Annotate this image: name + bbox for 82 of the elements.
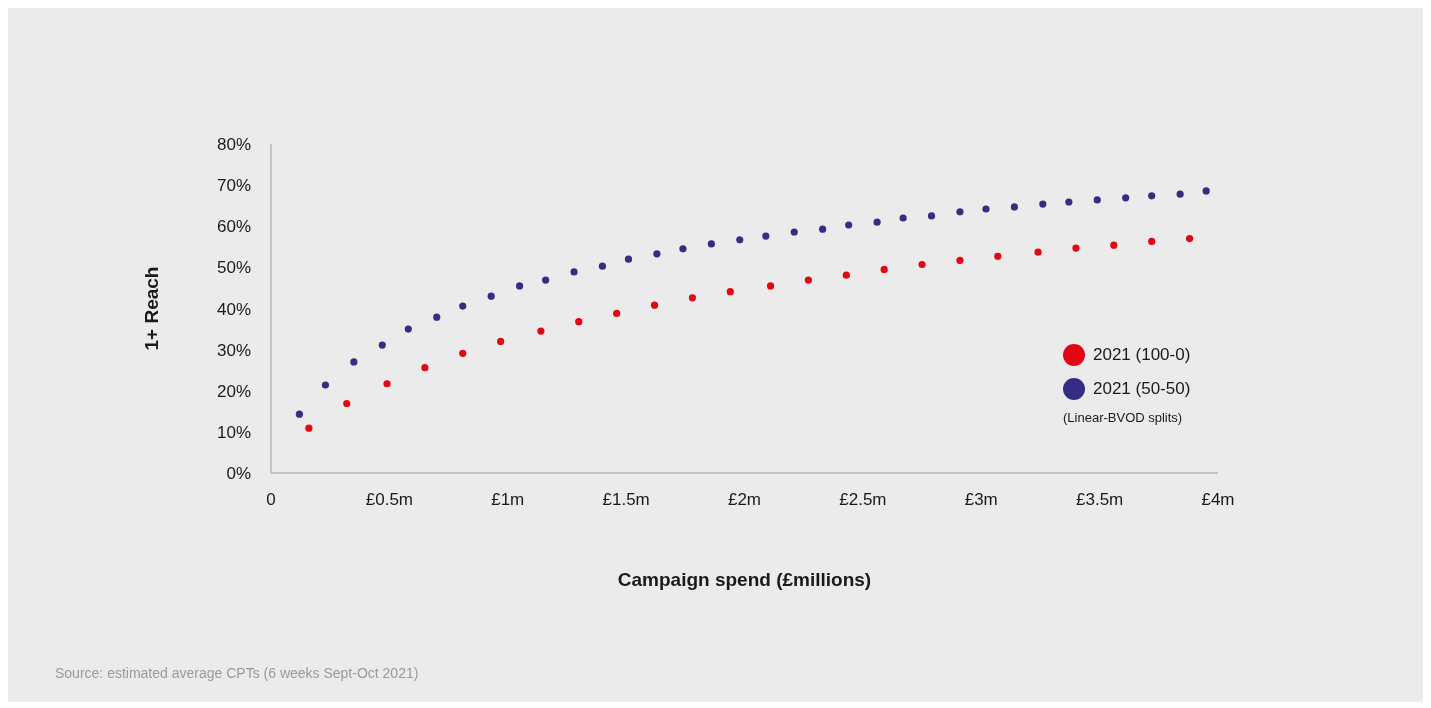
point bbox=[575, 318, 583, 326]
x-tick-label: £0.5m bbox=[365, 490, 413, 510]
point bbox=[1148, 237, 1156, 246]
x-tick-label: £3m bbox=[964, 490, 998, 510]
point bbox=[650, 301, 659, 309]
x-tick-label: £1.5m bbox=[602, 490, 650, 510]
point bbox=[1148, 192, 1156, 200]
point bbox=[404, 325, 412, 333]
y-tick-label: 50% bbox=[216, 258, 251, 278]
point bbox=[1010, 203, 1018, 211]
point bbox=[487, 292, 495, 300]
point bbox=[679, 245, 687, 253]
legend-label: 2021 (100-0) bbox=[1093, 345, 1191, 365]
point bbox=[1185, 234, 1194, 243]
point bbox=[766, 282, 775, 290]
point bbox=[982, 205, 990, 213]
point bbox=[624, 255, 633, 263]
x-tick-label: £2.5m bbox=[839, 490, 887, 510]
point bbox=[726, 288, 734, 296]
x-tick-label: £1m bbox=[491, 490, 525, 510]
point bbox=[1122, 194, 1130, 202]
y-tick-label: 30% bbox=[216, 340, 251, 360]
point bbox=[350, 358, 358, 366]
point bbox=[819, 225, 827, 233]
x-tick-label: £4m bbox=[1201, 490, 1235, 510]
point bbox=[613, 309, 621, 318]
point bbox=[880, 265, 888, 274]
legend-title: (Linear-BVOD splits) bbox=[1063, 410, 1184, 425]
point bbox=[1065, 198, 1073, 206]
y-tick-label: 60% bbox=[216, 217, 251, 237]
point bbox=[842, 271, 850, 279]
point bbox=[918, 260, 926, 269]
point bbox=[378, 341, 386, 349]
point bbox=[433, 313, 441, 321]
point bbox=[956, 208, 964, 216]
point bbox=[542, 276, 550, 284]
point bbox=[736, 236, 744, 244]
y-tick-label: 40% bbox=[216, 299, 251, 319]
point bbox=[383, 380, 391, 388]
point bbox=[598, 262, 607, 270]
point bbox=[459, 349, 467, 357]
point bbox=[707, 240, 715, 248]
y-tick-label: 80% bbox=[216, 135, 251, 155]
y-tick-label: 10% bbox=[216, 422, 251, 442]
point bbox=[762, 232, 770, 240]
point bbox=[321, 381, 330, 389]
point bbox=[459, 302, 467, 310]
point bbox=[515, 282, 524, 290]
y-tick-label: 0% bbox=[226, 464, 251, 484]
y-tick-label: 20% bbox=[216, 381, 251, 401]
x-tick-label: £3.5m bbox=[1076, 490, 1124, 510]
point bbox=[343, 399, 351, 408]
point bbox=[1034, 248, 1042, 256]
point bbox=[1176, 190, 1184, 198]
legend-label: 2021 (50-50) bbox=[1093, 379, 1191, 399]
point bbox=[899, 214, 907, 222]
point bbox=[1039, 200, 1047, 208]
point bbox=[804, 276, 813, 284]
point bbox=[688, 294, 697, 302]
point bbox=[1202, 187, 1210, 195]
point bbox=[873, 218, 881, 226]
x-tick-label: 0 bbox=[266, 490, 276, 510]
point bbox=[537, 327, 545, 335]
y-axis-title: 1+ Reach bbox=[140, 266, 162, 351]
y-tick-label: 70% bbox=[216, 176, 251, 196]
point bbox=[653, 250, 661, 258]
point bbox=[1072, 244, 1080, 252]
point bbox=[295, 410, 304, 418]
point bbox=[845, 221, 853, 229]
point bbox=[1093, 196, 1101, 204]
point bbox=[570, 268, 578, 276]
point bbox=[1110, 241, 1118, 249]
point bbox=[927, 212, 936, 220]
point bbox=[956, 256, 964, 264]
source-note: Source: estimated average CPTs (6 weeks Sept-Oct 2021) bbox=[55, 665, 419, 681]
x-tick-label: £2m bbox=[727, 490, 762, 510]
point bbox=[497, 337, 505, 345]
point bbox=[790, 228, 798, 236]
point bbox=[994, 252, 1002, 260]
x-axis-title: Campaign spend (£millions) bbox=[617, 569, 872, 591]
point bbox=[305, 424, 313, 432]
point bbox=[421, 364, 429, 372]
